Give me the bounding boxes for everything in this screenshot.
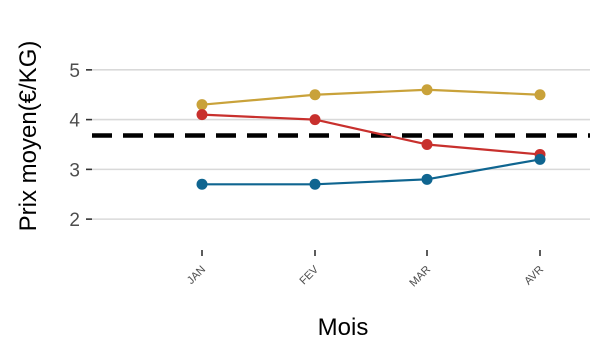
series-line	[202, 158, 541, 186]
data-point	[309, 114, 321, 126]
x-axis: JAN FEV MAR AVR	[185, 250, 546, 289]
data-point	[421, 173, 433, 185]
data-point	[196, 178, 208, 190]
y-tick-label: 4	[69, 111, 80, 132]
x-tick-label: JAN	[185, 264, 208, 287]
data-point	[534, 89, 546, 101]
data-point	[309, 178, 321, 190]
data-point	[309, 89, 321, 101]
x-tick-label: AVR	[522, 264, 546, 288]
data-point	[534, 153, 546, 165]
x-tick-label: FEV	[297, 263, 321, 287]
y-axis-title: Prix moyen(€/KG)	[15, 41, 42, 232]
y-axis: 2 3 4 5	[69, 61, 92, 231]
data-point	[196, 99, 208, 111]
y-tick-label: 3	[69, 160, 80, 181]
series-layer	[196, 84, 546, 190]
series-line	[201, 113, 541, 156]
y-tick-label: 5	[69, 61, 80, 82]
x-tick-label: MAR	[407, 264, 433, 290]
grid-layer	[92, 69, 590, 220]
data-point	[421, 84, 433, 96]
x-axis-title: Mois	[318, 314, 369, 340]
y-tick-label: 2	[69, 210, 80, 231]
series-line	[201, 88, 541, 106]
data-point	[196, 109, 208, 121]
data-point	[421, 138, 433, 150]
